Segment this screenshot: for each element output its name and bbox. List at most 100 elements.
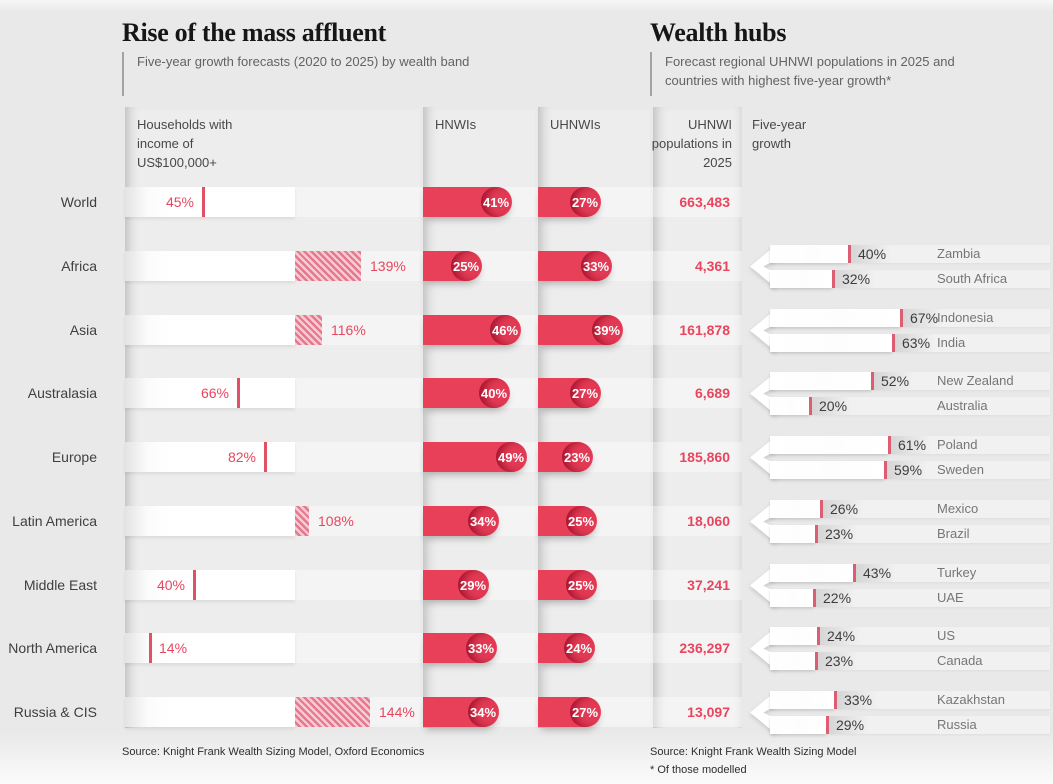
country-growth-marker [832, 269, 835, 288]
country-growth-track [770, 269, 1050, 288]
country-growth-marker [815, 524, 818, 543]
hnwi-growth-pill: 34% [423, 506, 499, 536]
region-label: Africa [61, 258, 97, 274]
country-name: Poland [937, 436, 978, 452]
hnwi-column-header: HNWIs [435, 117, 477, 132]
hnwi-growth-pill: 29% [423, 570, 489, 600]
country-growth-track [770, 626, 1050, 645]
country-growth-bar [770, 626, 817, 645]
households-growth-marker [193, 570, 196, 600]
left-arrow-icon [750, 435, 776, 479]
country-growth-value: 40% [851, 244, 899, 263]
country-growth-bar [770, 333, 892, 352]
left-arrow-icon [750, 690, 776, 734]
country-growth-value: 29% [829, 715, 877, 734]
uhnwi-population-value: 161,878 [679, 322, 730, 338]
country-growth-marker [853, 563, 856, 582]
households-growth-value: 139% [370, 258, 406, 274]
households-growth-value: 82% [227, 449, 256, 465]
hnwi-growth-pill-value: 40% [479, 378, 509, 408]
households-growth-track [125, 570, 295, 600]
country-name: Russia [937, 716, 977, 732]
country-growth-bar [770, 460, 884, 479]
country-growth-track [770, 396, 1050, 415]
left-arrow-icon [750, 244, 776, 288]
households-growth-value: 14% [159, 640, 188, 656]
households-growth-overflow-hatch [295, 251, 361, 281]
uhnwi-population-value: 13,097 [687, 704, 730, 720]
uhnwi-growth-pill-value: 24% [564, 633, 594, 663]
uhnwi-growth-pill-value: 25% [566, 506, 596, 536]
country-growth-bar [770, 651, 815, 670]
households-growth-track [125, 187, 295, 217]
country-growth-marker [820, 499, 823, 518]
households-growth-marker [149, 633, 152, 663]
country-growth-marker [871, 371, 874, 390]
hnwi-growth-pill: 34% [423, 697, 499, 727]
hnwi-growth-pill: 49% [423, 442, 527, 472]
left-arrow-icon [750, 563, 776, 607]
right-chart-subtitle: Forecast regional UHNWI populations in 2… [650, 52, 977, 96]
hnwi-growth-pill-value: 41% [481, 187, 511, 217]
country-growth-track [770, 499, 1050, 518]
households-growth-value: 108% [318, 513, 354, 529]
households-growth-marker [237, 378, 240, 408]
country-name: India [937, 334, 966, 350]
country-growth-value: 52% [874, 371, 922, 390]
uhnwi-growth-pill: 25% [538, 506, 597, 536]
region-label: Europe [51, 449, 97, 465]
country-name: Sweden [937, 461, 984, 477]
uhnwi-population-value: 185,860 [679, 449, 730, 465]
left-chart-subtitle-text: Five-year growth forecasts (2020 to 2025… [137, 54, 470, 69]
hnwi-growth-pill-value: 49% [496, 442, 526, 472]
country-name: UAE [937, 589, 964, 605]
country-name: Mexico [937, 500, 979, 516]
households-growth-marker [264, 442, 267, 472]
country-name: Turkey [937, 564, 977, 580]
country-growth-bar [770, 563, 853, 582]
uhnwi-population-value: 663,483 [679, 194, 730, 210]
country-growth-value: 26% [823, 499, 871, 518]
country-growth-value: 67% [903, 308, 951, 327]
country-name: Indonesia [937, 309, 994, 325]
uhnwi-growth-pill: 25% [538, 570, 597, 600]
hnwi-growth-pill: 46% [423, 315, 521, 345]
households-growth-track [125, 251, 295, 281]
country-growth-marker [884, 460, 887, 479]
region-label: Asia [69, 322, 97, 338]
country-growth-bar [770, 499, 820, 518]
households-growth-value: 40% [156, 577, 185, 593]
households-growth-track [125, 506, 295, 536]
uhnwi-growth-pill: 39% [538, 315, 623, 345]
uhnwi-growth-pill-value: 39% [592, 315, 622, 345]
country-growth-bar [770, 588, 813, 607]
hnwi-growth-pill-value: 34% [468, 697, 498, 727]
hnwi-growth-pill: 33% [423, 633, 497, 663]
households-growth-track [125, 633, 295, 663]
country-growth-value: 23% [818, 524, 866, 543]
country-growth-marker [900, 308, 903, 327]
left-arrow-icon [750, 499, 776, 543]
country-growth-marker [826, 715, 829, 734]
households-growth-track [125, 697, 295, 727]
region-label: World [60, 194, 97, 210]
uhnwi-growth-pill: 27% [538, 697, 601, 727]
country-growth-marker [813, 588, 816, 607]
uhnwi-growth-pill: 33% [538, 251, 612, 281]
hnwi-growth-pill-value: 29% [458, 570, 488, 600]
uhnwi-population-value: 18,060 [687, 513, 730, 529]
uhnwi-growth-pill: 27% [538, 187, 601, 217]
country-growth-value: 61% [891, 435, 939, 454]
households-column-header: Households with income of US$100,000+ [137, 117, 233, 170]
country-growth-bar [770, 524, 815, 543]
households-growth-value: 45% [165, 194, 194, 210]
region-label: Middle East [23, 577, 97, 593]
uhnwi-growth-pill-value: 23% [562, 442, 592, 472]
country-name: Brazil [937, 525, 970, 541]
right-chart-source: Source: Knight Frank Wealth Sizing Model [650, 746, 857, 758]
populations-column-header: UHNWI populations in 2025 [651, 117, 732, 170]
populations-column-band: UHNWI populations in 2025 [652, 107, 742, 728]
left-chart-subtitle: Five-year growth forecasts (2020 to 2025… [122, 52, 557, 96]
households-growth-track [125, 378, 295, 408]
country-name: Zambia [937, 245, 981, 261]
